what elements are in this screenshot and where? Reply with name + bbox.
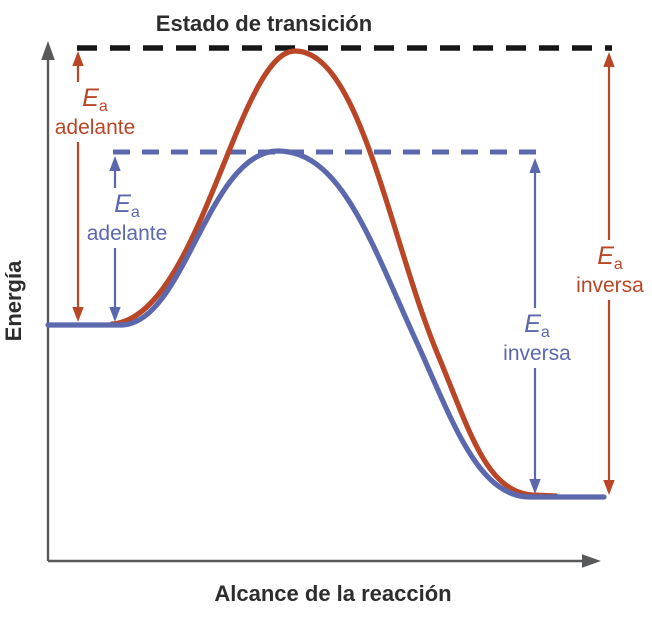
ea-word-line: inversa xyxy=(503,342,571,366)
catalyzed-energy-curve xyxy=(45,148,607,500)
ea-word-line: inversa xyxy=(576,274,644,298)
ea-word-line: adelante xyxy=(86,222,168,246)
reverse-ea-label-blue: Ea inversa xyxy=(499,308,575,368)
forward-ea-label-blue: Ea adelante xyxy=(82,188,172,248)
ea-symbol-line: Ea xyxy=(597,242,623,274)
x-axis-label: Alcance de la reacción xyxy=(214,581,452,606)
ea-symbol-line: Ea xyxy=(114,190,140,222)
reverse-ea-label-red: Ea inversa xyxy=(572,240,648,300)
ea-symbol-line: Ea xyxy=(524,310,550,342)
ea-symbol-line: Ea xyxy=(82,84,108,116)
transition-state-title: Estado de transición xyxy=(155,11,373,36)
y-axis-arrowhead-icon xyxy=(41,41,55,60)
x-axis-arrowhead-icon xyxy=(582,554,601,568)
forward-ea-label-red: Ea adelante xyxy=(50,82,140,142)
y-axis-label: Energía xyxy=(1,260,26,342)
uncatalyzed-energy-curve xyxy=(109,48,559,499)
ea-word-line: adelante xyxy=(54,116,136,140)
